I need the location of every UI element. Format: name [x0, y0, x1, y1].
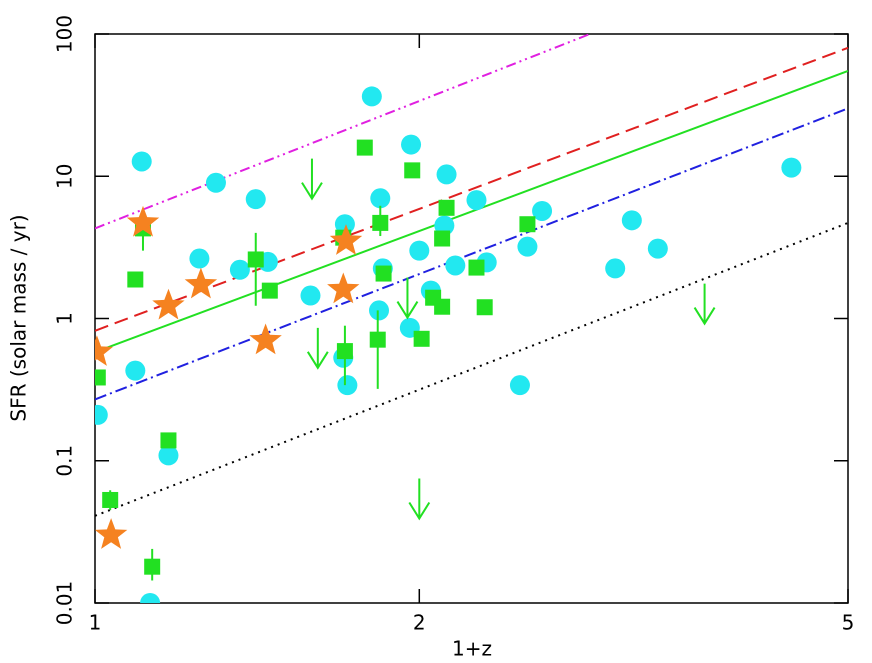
data-point [509, 375, 530, 396]
data-point [466, 190, 487, 211]
data-point [229, 259, 250, 280]
data-point [647, 238, 668, 259]
data-point [445, 255, 466, 276]
data-point [517, 236, 538, 257]
model-line [95, 34, 591, 230]
upper-limit [301, 158, 323, 201]
y-axis-label: SFR (solar mass / yr) [7, 214, 31, 421]
data-point [476, 299, 493, 316]
data-point [102, 491, 119, 508]
data-point [189, 248, 210, 269]
y-tick-label: 100 [53, 15, 77, 53]
data-point [144, 558, 161, 575]
y-tick-label: 0.1 [53, 445, 77, 477]
data-point [336, 343, 353, 360]
data-point [95, 369, 106, 386]
data-point [125, 360, 146, 381]
data-point [334, 214, 355, 235]
upper-limit [408, 478, 431, 521]
data-point [356, 139, 373, 156]
data-point [361, 86, 382, 107]
data-point [605, 258, 626, 279]
data-point [369, 300, 390, 321]
upper-limit [693, 283, 716, 326]
data-point [401, 134, 422, 155]
data-point [375, 265, 392, 282]
data-point [131, 151, 152, 172]
x-tick-label: 5 [842, 611, 855, 635]
data-point [158, 445, 179, 466]
y-tick-label: 10 [53, 164, 77, 189]
data-point [519, 216, 536, 233]
model-line [95, 69, 848, 354]
data-point [621, 210, 642, 231]
y-tick-label: 1 [53, 312, 77, 325]
data-point [127, 271, 144, 288]
data-point [249, 323, 282, 355]
data-point [205, 172, 226, 193]
data-point [184, 267, 218, 299]
data-point [413, 330, 430, 347]
data-point [261, 282, 278, 299]
plot-frame [94, 33, 849, 604]
data-point [532, 200, 553, 221]
data-point [245, 189, 266, 210]
data-point [95, 335, 113, 366]
data-point [337, 375, 358, 396]
data-point [95, 404, 108, 425]
data-point [409, 240, 430, 261]
data-point [126, 205, 160, 237]
data-point [438, 199, 455, 216]
x-tick-label: 1 [89, 611, 102, 635]
data-point [404, 162, 421, 179]
data-point [327, 272, 360, 304]
data-point [436, 164, 457, 185]
data-point [434, 298, 451, 315]
upper-limit [306, 327, 329, 370]
data-point [369, 331, 386, 348]
x-axis-label: 1+z [452, 637, 492, 661]
data-point [370, 188, 391, 209]
model-line [95, 46, 848, 332]
data-point [468, 259, 485, 276]
model-line [95, 221, 848, 517]
upper-limit [396, 277, 419, 320]
data-point [329, 224, 363, 255]
data-point [160, 432, 177, 449]
y-tick-label: 0.01 [53, 581, 77, 626]
model-line [95, 107, 848, 401]
data-point [152, 288, 185, 320]
data-point [434, 230, 451, 247]
data-point [140, 593, 161, 603]
data-point [95, 518, 128, 549]
data-point [372, 214, 389, 231]
data-point [781, 157, 802, 178]
data-point [300, 285, 321, 306]
data-point [247, 251, 264, 268]
x-tick-label: 2 [413, 611, 426, 635]
plot-area [95, 34, 848, 603]
